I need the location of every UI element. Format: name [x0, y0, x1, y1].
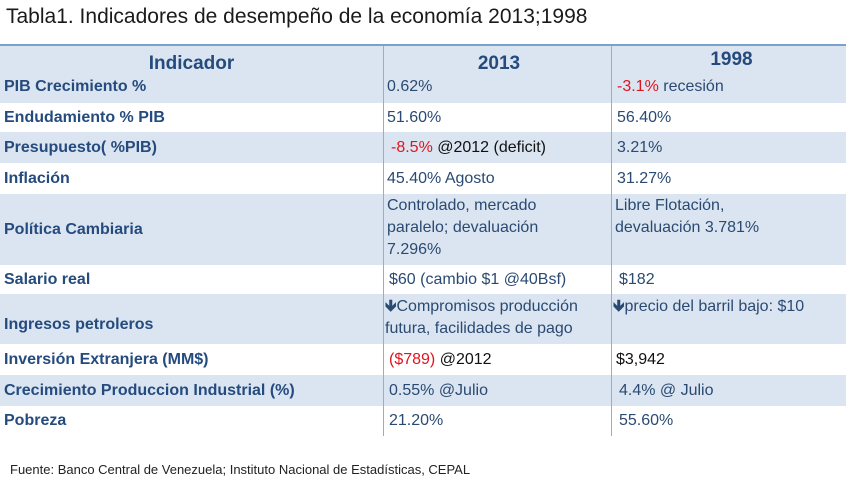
value-2013: Controlado, mercado paralelo; devaluació…: [383, 194, 611, 265]
table-title: Tabla1. Indicadores de desempeño de la e…: [6, 5, 588, 28]
indicators-table: Indicador 2013 1998 PIB Crecimiento % 0.…: [0, 44, 846, 436]
value-2013-note: @2012: [435, 351, 492, 368]
table-row: Política Cambiaria Controlado, mercado p…: [0, 194, 846, 265]
value-2013-negative: -8.5%: [391, 139, 433, 156]
header-indicator: Indicador: [148, 53, 235, 74]
table-row: Endudamiento % PIB 51.60% 56.40%: [0, 103, 846, 132]
value-1998: 56.40%: [611, 103, 846, 132]
header-2013: 2013: [383, 46, 611, 76]
row-label: Inflación: [4, 170, 70, 187]
value-2013-negative: ($789): [389, 351, 436, 368]
value-1998: $3,942: [611, 344, 846, 375]
value-1998-line: devaluación 3.781%: [615, 219, 760, 236]
value-2013: -8.5% @2012 (deficit): [383, 132, 611, 163]
arrow-down-icon: 🡻: [613, 298, 625, 315]
row-label: Política Cambiaria: [4, 221, 143, 238]
row-label: Inversión Extranjera (MM$): [4, 351, 209, 368]
table-row: Crecimiento Produccion Industrial (%) 0.…: [0, 375, 846, 406]
table-row: Presupuesto( %PIB) -8.5% @2012 (deficit)…: [0, 132, 846, 163]
value-2013: $60 (cambio $1 @40Bsf): [383, 265, 611, 294]
arrow-down-icon: 🡻: [385, 298, 397, 315]
table-row: Salario real $60 (cambio $1 @40Bsf) $182: [0, 265, 846, 294]
value-2013: 0.55% @Julio: [383, 375, 611, 406]
row-label: Crecimiento Produccion Industrial (%): [4, 382, 295, 399]
value-2013: 51.60%: [383, 103, 611, 132]
header-1998: 1998: [611, 46, 846, 76]
value-1998: 55.60%: [611, 406, 846, 436]
row-label: Pobreza: [4, 412, 67, 429]
value-1998-note: recesión: [658, 78, 724, 95]
value-2013: 0.62%: [383, 76, 611, 103]
value-1998-text: precio del barril bajo: $10: [624, 298, 805, 315]
value-1998-line: Libre Flotación,: [615, 197, 725, 214]
value-2013: 🡻Compromisos producción futura, facilida…: [383, 294, 611, 344]
value-2013: 21.20%: [383, 406, 611, 436]
value-1998: -3.1% recesión: [611, 76, 846, 103]
value-1998: 3.21%: [611, 132, 846, 163]
value-1998: 4.4% @ Julio: [611, 375, 846, 406]
row-label: Presupuesto( %PIB): [4, 139, 157, 156]
value-1998: 31.27%: [611, 163, 846, 194]
value-1998: Libre Flotación, devaluación 3.781%: [611, 194, 846, 265]
value-1998: $182: [611, 265, 846, 294]
table-row: Ingresos petroleros 🡻Compromisos producc…: [0, 294, 846, 344]
table-row: Pobreza 21.20% 55.60%: [0, 406, 846, 436]
value-2013: 45.40% Agosto: [383, 163, 611, 194]
table-row: Inversión Extranjera (MM$) ($789) @2012 …: [0, 344, 846, 375]
value-2013-note: @2012 (deficit): [432, 139, 546, 156]
row-label: Ingresos petroleros: [4, 316, 154, 333]
table-row: PIB Crecimiento % 0.62% -3.1% recesión: [0, 76, 846, 103]
value-2013-line: Compromisos producción: [396, 298, 578, 315]
source-note: Fuente: Banco Central de Venezuela; Inst…: [10, 462, 471, 477]
value-1998: 🡻precio del barril bajo: $10: [611, 294, 846, 344]
value-1998-negative: -3.1%: [617, 78, 659, 95]
value-2013-line: 7.296%: [387, 241, 442, 258]
value-2013: ($789) @2012: [383, 344, 611, 375]
row-label: Salario real: [4, 271, 91, 288]
value-2013-line: futura, facilidades de pago: [385, 320, 573, 337]
table-row: Inflación 45.40% Agosto 31.27%: [0, 163, 846, 194]
value-2013-line: paralelo; devaluación: [387, 219, 539, 236]
table-header-row: Indicador 2013 1998: [0, 46, 846, 76]
row-label: PIB Crecimiento %: [4, 78, 147, 95]
row-label: Endudamiento % PIB: [4, 109, 165, 126]
value-2013-line: Controlado, mercado: [387, 197, 537, 214]
